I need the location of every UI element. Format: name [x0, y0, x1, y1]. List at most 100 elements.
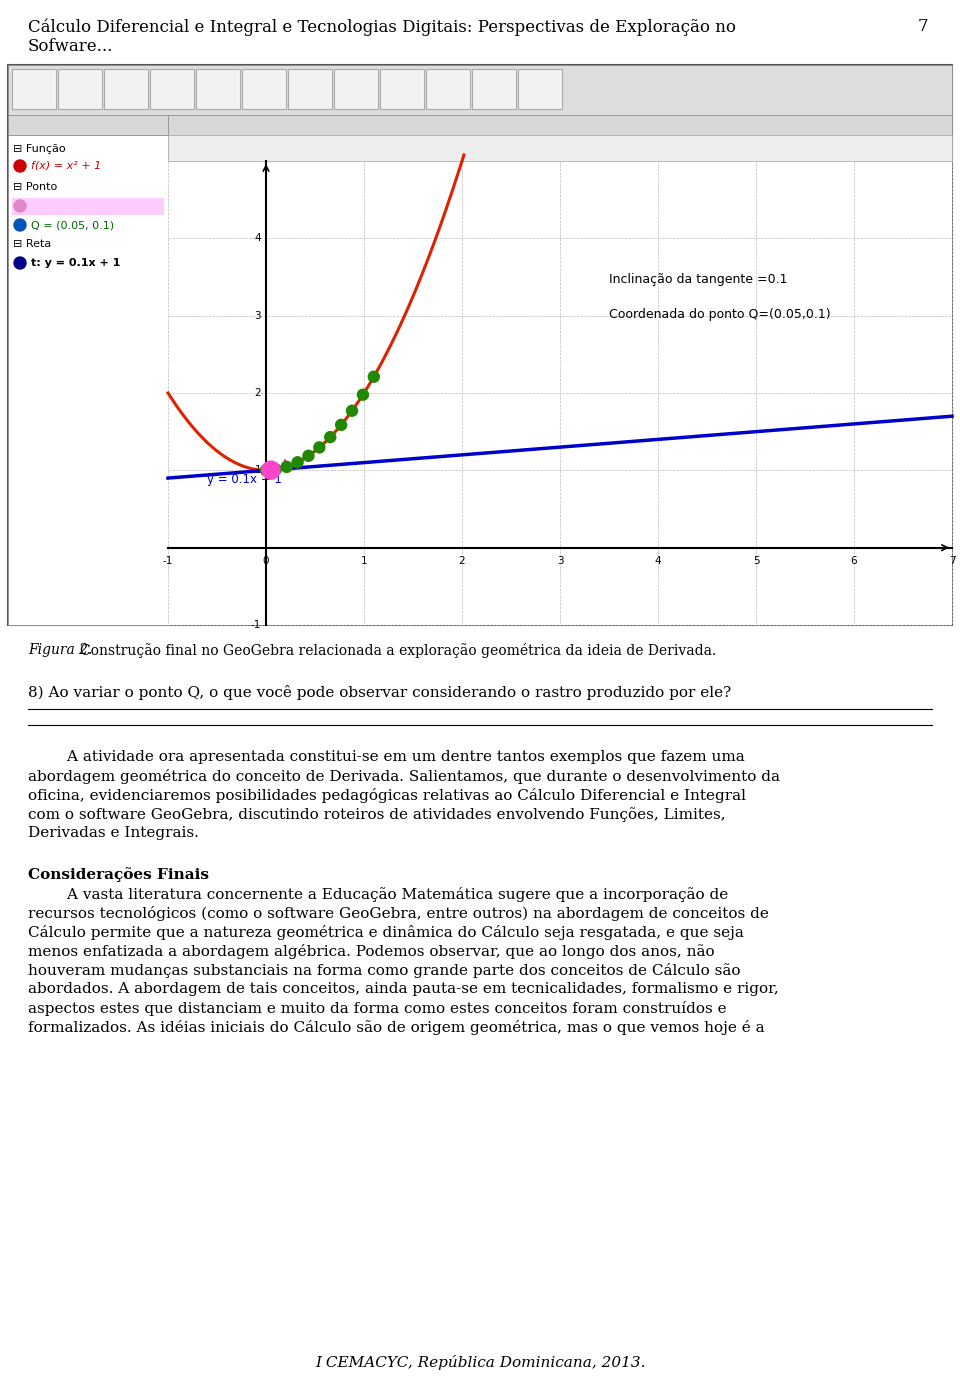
Text: 8) Ao variar o ponto Q, o que você pode observar considerando o rastro produzido: 8) Ao variar o ponto Q, o que você pode …: [28, 686, 732, 699]
Text: Q = (0.05, 0.1): Q = (0.05, 0.1): [31, 220, 114, 230]
Bar: [168, 115, 952, 134]
Circle shape: [314, 442, 324, 453]
Bar: [380, 69, 424, 109]
Text: abordagem geométrica do conceito de Derivada. Salientamos, que durante o desenvo: abordagem geométrica do conceito de Deri…: [28, 769, 780, 784]
Text: ⊟ Função: ⊟ Função: [13, 144, 65, 154]
Circle shape: [263, 465, 274, 476]
Text: t: y = 0.1x + 1: t: y = 0.1x + 1: [31, 258, 120, 269]
Text: menos enfatizada a abordagem algébrica. Podemos observar, que ao longo dos anos,: menos enfatizada a abordagem algébrica. …: [28, 945, 714, 958]
Text: Construção final no GeoGebra relacionada a exploração geométrica da ideia de Der: Construção final no GeoGebra relacionada…: [80, 643, 716, 658]
Text: ↖
▼: ↖ ▼: [30, 76, 38, 98]
Circle shape: [264, 465, 276, 475]
Text: a=2: a=2: [484, 82, 504, 91]
Text: abordados. A abordagem de tais conceitos, ainda pauta-se em tecnicalidades, form: abordados. A abordagem de tais conceitos…: [28, 982, 779, 996]
Text: recursos tecnológicos (como o software GeoGebra, entre outros) na abordagem de c: recursos tecnológicos (como o software G…: [28, 906, 769, 921]
Text: houveram mudanças substanciais na forma como grande parte dos conceitos de Cálcu: houveram mudanças substanciais na forma …: [28, 963, 740, 978]
Text: A atividade ora apresentada constitui-se em um dentre tantos exemplos que fazem : A atividade ora apresentada constitui-se…: [28, 751, 745, 765]
Text: 2: 2: [254, 388, 261, 397]
Text: com o software GeoGebra, discutindo roteiros de atividades envolvendo Funções, L: com o software GeoGebra, discutindo rote…: [28, 807, 726, 821]
Bar: [8, 134, 168, 625]
Text: ▼  Janela de Visualização: ▼ Janela de Visualização: [173, 120, 303, 130]
Bar: [8, 65, 952, 115]
Bar: [150, 69, 194, 109]
Circle shape: [357, 389, 369, 400]
Bar: [12, 198, 164, 215]
Text: 3: 3: [557, 555, 564, 565]
Text: ⟋
▼: ⟋ ▼: [168, 76, 176, 98]
Text: 0: 0: [263, 555, 269, 565]
Circle shape: [262, 461, 280, 479]
Text: ⊟ Reta: ⊟ Reta: [13, 240, 51, 249]
Text: 4: 4: [655, 555, 661, 565]
Circle shape: [14, 161, 26, 172]
Text: ◌
▼: ◌ ▼: [305, 76, 314, 98]
Text: A =(0.05, 1): A =(0.05, 1): [31, 201, 99, 211]
Circle shape: [262, 465, 273, 476]
Text: Figura 2.: Figura 2.: [28, 643, 92, 656]
Text: Cálculo permite que a natureza geométrica e dinâmica do Cálculo seja resgatada, : Cálculo permite que a natureza geométric…: [28, 925, 744, 940]
Text: △
▼: △ ▼: [214, 76, 222, 98]
Text: I CEMACYC, República Dominicana, 2013.: I CEMACYC, República Dominicana, 2013.: [315, 1355, 645, 1370]
Bar: [196, 69, 240, 109]
Text: A vasta literatura concernente a Educação Matemática sugere que a incorporação d: A vasta literatura concernente a Educaçã…: [28, 886, 729, 902]
Text: 4: 4: [254, 233, 261, 244]
Text: ↘
▼: ↘ ▼: [398, 76, 406, 98]
Text: ▶  Janela de Álgebra  ×: ▶ Janela de Álgebra ×: [13, 119, 127, 132]
Text: Coordenada do ponto Q=(0.05,0.1): Coordenada do ponto Q=(0.05,0.1): [609, 307, 830, 321]
Circle shape: [347, 406, 357, 417]
Text: formalizados. As idéias iniciais do Cálculo são de origem geométrica, mas o que : formalizados. As idéias iniciais do Cálc…: [28, 1019, 764, 1035]
Text: A: A: [281, 458, 289, 471]
Text: ⟨
▼: ⟨ ▼: [352, 76, 360, 98]
Circle shape: [336, 420, 347, 431]
Bar: [58, 69, 102, 109]
Circle shape: [271, 464, 281, 475]
Bar: [8, 115, 168, 134]
Text: 6: 6: [851, 555, 857, 565]
Text: f(x) = x² + 1: f(x) = x² + 1: [31, 161, 101, 170]
Text: Derivadas e Integrais.: Derivadas e Integrais.: [28, 825, 199, 839]
Bar: [168, 134, 952, 161]
Text: ⊟ Ponto: ⊟ Ponto: [13, 181, 58, 193]
Bar: [518, 69, 562, 109]
Bar: [12, 69, 56, 109]
Text: Considerações Finais: Considerações Finais: [28, 867, 209, 882]
Bar: [426, 69, 470, 109]
Text: aspectos estes que distanciam e muito da forma como estes conceitos foram constr: aspectos estes que distanciam e muito da…: [28, 1001, 727, 1017]
Bar: [288, 69, 332, 109]
Circle shape: [324, 432, 336, 443]
Text: ⊕: ⊕: [536, 82, 544, 91]
Circle shape: [292, 457, 303, 468]
Text: 7: 7: [918, 18, 928, 35]
Bar: [242, 69, 286, 109]
Circle shape: [369, 371, 379, 382]
Bar: [8, 65, 952, 625]
Text: Cálculo Diferencial e Integral e Tecnologias Digitais: Perspectivas de Exploraçã: Cálculo Diferencial e Integral e Tecnolo…: [28, 18, 736, 36]
Text: 5: 5: [753, 555, 759, 565]
Text: ABC: ABC: [438, 82, 458, 91]
Circle shape: [14, 219, 26, 231]
Circle shape: [281, 461, 292, 472]
Circle shape: [303, 450, 314, 461]
Text: ↗
▼: ↗ ▼: [122, 76, 130, 98]
Circle shape: [265, 464, 276, 475]
Text: ⊡  ⊞  C▼   ■▼   ●▼   AA▼: ⊡ ⊞ C▼ ■▼ ●▼ AA▼: [172, 143, 314, 152]
Circle shape: [260, 465, 272, 476]
Text: ○
▼: ○ ▼: [260, 76, 268, 98]
Bar: [104, 69, 148, 109]
Text: 2: 2: [459, 555, 466, 565]
Text: y = 0.1x + 1: y = 0.1x + 1: [207, 474, 282, 486]
Text: -1: -1: [251, 620, 261, 630]
Text: 7: 7: [948, 555, 955, 565]
Text: 1: 1: [361, 555, 368, 565]
Bar: [334, 69, 378, 109]
Circle shape: [14, 258, 26, 269]
Bar: [472, 69, 516, 109]
Text: A
▼: A ▼: [76, 76, 84, 98]
Text: oficina, evidenciaremos posibilidades pedagógicas relativas ao Cálculo Diferenci: oficina, evidenciaremos posibilidades pe…: [28, 788, 746, 803]
Text: Sofware...: Sofware...: [28, 37, 113, 55]
Text: Inclinação da tangente =0.1: Inclinação da tangente =0.1: [609, 273, 787, 287]
Text: -1: -1: [163, 555, 173, 565]
Bar: [168, 161, 952, 625]
Text: 3: 3: [254, 310, 261, 321]
Text: 1: 1: [254, 465, 261, 475]
